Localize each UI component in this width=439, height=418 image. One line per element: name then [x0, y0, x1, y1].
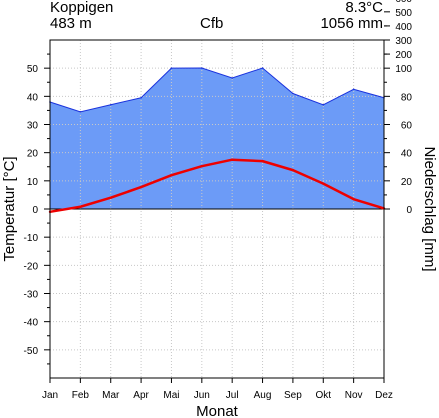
- temperature-point: [109, 196, 112, 199]
- right-tick-label: 200: [395, 50, 412, 61]
- left-tick-label: 30: [27, 121, 39, 132]
- right-tick-label: 60: [401, 121, 413, 132]
- precipitation-point: [140, 96, 142, 99]
- left-tick-label: -20: [24, 261, 39, 272]
- left-tick-label: -40: [24, 318, 39, 329]
- left-tick-label: 0: [32, 205, 38, 216]
- right-tick-label: 0: [406, 205, 412, 216]
- temperature-point: [79, 205, 82, 208]
- temperature-point: [230, 158, 234, 161]
- x-axis-title: Monat: [196, 403, 239, 418]
- right-tick-label: 300: [395, 36, 412, 47]
- right-tick-label: 80: [401, 92, 413, 103]
- month-label: Okt: [315, 390, 331, 401]
- temperature-point: [261, 159, 264, 163]
- station-name: Koppigen: [50, 0, 114, 16]
- left-axis-title: Temperatur [°C]: [1, 156, 18, 261]
- precipitation-point: [352, 88, 355, 91]
- temperature-point: [170, 174, 173, 177]
- precipitation-point: [109, 103, 112, 106]
- month-label: Apr: [133, 390, 149, 401]
- temperature-point: [139, 185, 143, 189]
- climate-class: Cfb: [200, 15, 224, 32]
- right-tick-label: 100: [395, 64, 412, 75]
- annual-precipitation: 1056 mm: [320, 15, 383, 32]
- right-tick-label: 500: [395, 8, 412, 19]
- right-tick-label: 40: [401, 149, 413, 160]
- left-tick-label: -50: [24, 346, 39, 357]
- mean-temperature: 8.3°C: [345, 0, 383, 16]
- right-tick-label: 20: [401, 177, 413, 188]
- precipitation-point: [261, 67, 264, 69]
- precipitation-point: [79, 111, 82, 113]
- precipitation-point: [231, 77, 233, 79]
- station-elevation: 483 m: [50, 15, 92, 32]
- month-label: Aug: [254, 390, 272, 401]
- month-label: Jul: [226, 390, 239, 401]
- month-label: Feb: [72, 390, 90, 401]
- temperature-point: [322, 182, 325, 185]
- left-tick-label: -30: [24, 290, 39, 301]
- month-label: Mar: [102, 390, 120, 401]
- month-label: Dez: [375, 390, 393, 401]
- precipitation-point: [292, 92, 294, 95]
- temperature-line: [49, 158, 385, 214]
- month-label: Nov: [345, 390, 363, 401]
- left-tick-label: 40: [27, 92, 39, 103]
- precipitation-point: [322, 103, 325, 106]
- right-tick-label: 600: [395, 0, 412, 5]
- temperature-point: [352, 197, 355, 201]
- precipitation-line: [49, 67, 385, 113]
- right-axis-title: Niederschlag [mm]: [421, 146, 438, 271]
- right-tick-label: 400: [395, 22, 412, 33]
- month-label: Jun: [194, 390, 210, 401]
- left-tick-label: -10: [24, 233, 39, 244]
- temperature-point: [200, 164, 204, 168]
- month-label: Jan: [42, 390, 58, 401]
- month-label: Mai: [163, 390, 179, 401]
- left-tick-label: 50: [27, 64, 39, 75]
- precipitation-point: [201, 67, 203, 69]
- left-tick-label: 20: [27, 149, 39, 160]
- month-label: Sep: [284, 390, 302, 401]
- temperature-point: [291, 168, 295, 172]
- left-tick-label: 10: [27, 177, 39, 188]
- precipitation-point: [170, 67, 173, 69]
